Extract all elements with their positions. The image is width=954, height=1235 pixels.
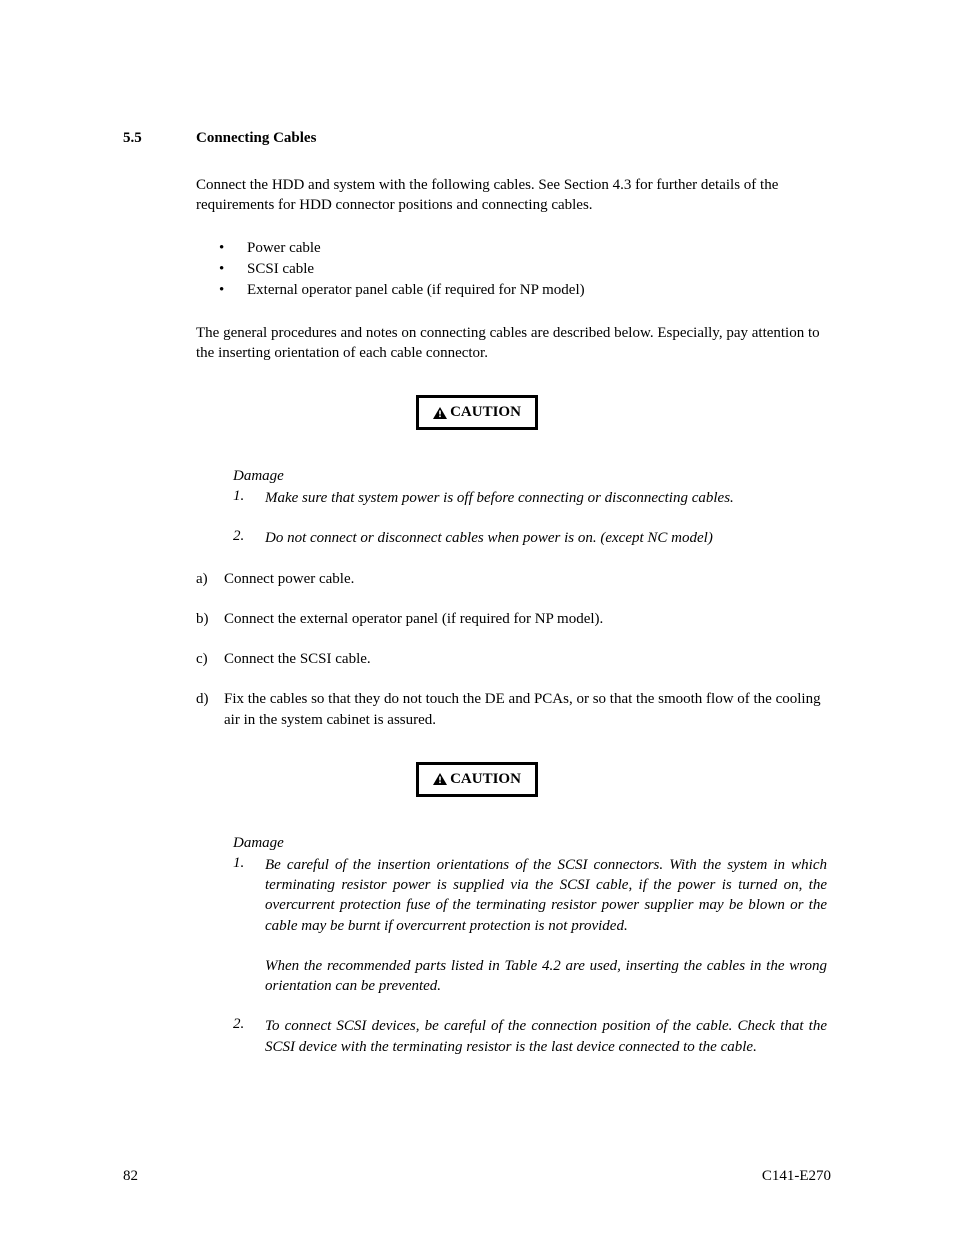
caution2-item: 1. Be careful of the insertion orientati…	[233, 855, 831, 997]
numbered-marker: 2.	[233, 528, 265, 548]
bullet-item: • External operator panel cable (if requ…	[219, 280, 831, 301]
numbered-content: To connect SCSI devices, be careful of t…	[265, 1016, 831, 1057]
bullet-text: External operator panel cable (if requir…	[247, 280, 585, 301]
step-marker: d)	[196, 689, 224, 730]
caution-box: CAUTION	[123, 395, 831, 430]
damage-heading: Damage	[233, 835, 831, 852]
damage-heading: Damage	[233, 468, 831, 485]
step-item: b) Connect the external operator panel (…	[196, 609, 831, 629]
bullet-marker: •	[219, 259, 247, 280]
general-paragraph: The general procedures and notes on conn…	[196, 323, 831, 364]
caution2-section: Damage 1. Be careful of the insertion or…	[233, 835, 831, 1057]
step-text: Fix the cables so that they do not touch…	[224, 689, 831, 730]
step-marker: c)	[196, 649, 224, 669]
step-item: a) Connect power cable.	[196, 569, 831, 589]
caution-inner: CAUTION	[416, 395, 538, 430]
bullet-text: Power cable	[247, 238, 321, 259]
caution1-section: Damage 1. Make sure that system power is…	[233, 468, 831, 549]
numbered-content: Be careful of the insertion orientations…	[265, 855, 831, 997]
bullet-marker: •	[219, 238, 247, 259]
step-marker: a)	[196, 569, 224, 589]
bullet-item: • SCSI cable	[219, 259, 831, 280]
caution1-item: 1. Make sure that system power is off be…	[233, 488, 831, 508]
caution-box: CAUTION	[123, 762, 831, 797]
bullet-list: • Power cable • SCSI cable • External op…	[219, 238, 831, 301]
numbered-marker: 2.	[233, 1016, 265, 1057]
bullet-text: SCSI cable	[247, 259, 314, 280]
intro-paragraph: Connect the HDD and system with the foll…	[196, 175, 831, 216]
warning-icon	[433, 773, 447, 785]
caution-label: CAUTION	[450, 404, 521, 421]
step-item: d) Fix the cables so that they do not to…	[196, 689, 831, 730]
numbered-marker: 1.	[233, 855, 265, 997]
bullet-marker: •	[219, 280, 247, 301]
numbered-extra: When the recommended parts listed in Tab…	[265, 956, 827, 997]
warning-icon	[433, 407, 447, 419]
section-header: 5.5 Connecting Cables	[123, 130, 831, 147]
step-text: Connect power cable.	[224, 569, 354, 589]
step-text: Connect the SCSI cable.	[224, 649, 371, 669]
section-title: Connecting Cables	[196, 130, 316, 147]
footer: 82 C141-E270	[123, 1168, 831, 1185]
caution1-item: 2. Do not connect or disconnect cables w…	[233, 528, 831, 548]
step-item: c) Connect the SCSI cable.	[196, 649, 831, 669]
numbered-marker: 1.	[233, 488, 265, 508]
steps-list: a) Connect power cable. b) Connect the e…	[196, 569, 831, 730]
numbered-content: Do not connect or disconnect cables when…	[265, 528, 717, 548]
step-marker: b)	[196, 609, 224, 629]
numbered-content: Make sure that system power is off befor…	[265, 488, 738, 508]
caution-label: CAUTION	[450, 771, 521, 788]
bullet-item: • Power cable	[219, 238, 831, 259]
caution2-item: 2. To connect SCSI devices, be careful o…	[233, 1016, 831, 1057]
step-text: Connect the external operator panel (if …	[224, 609, 603, 629]
section-number: 5.5	[123, 130, 196, 147]
numbered-text: Be careful of the insertion orientations…	[265, 855, 827, 936]
caution-inner: CAUTION	[416, 762, 538, 797]
page-number: 82	[123, 1168, 138, 1185]
document-id: C141-E270	[762, 1168, 831, 1185]
